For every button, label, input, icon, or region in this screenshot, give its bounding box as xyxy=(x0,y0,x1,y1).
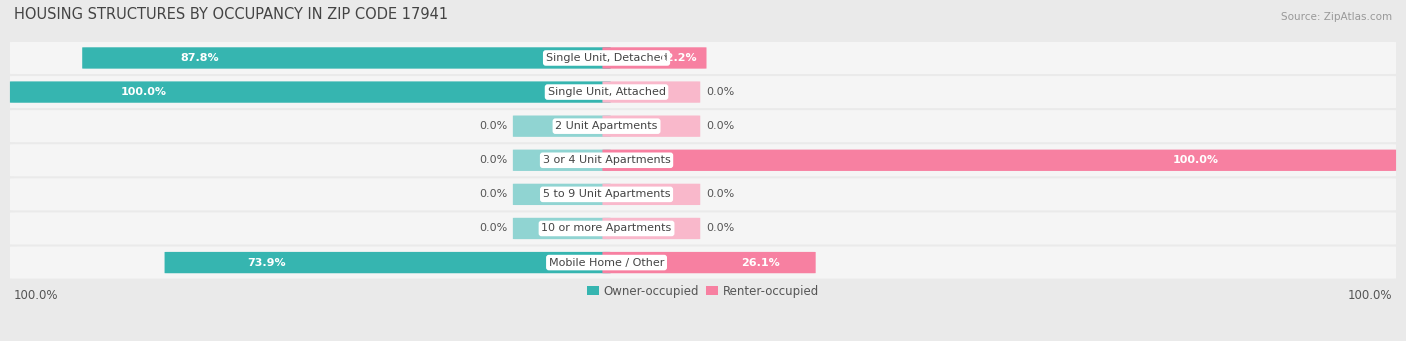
Text: 5 to 9 Unit Apartments: 5 to 9 Unit Apartments xyxy=(543,189,671,199)
Text: 87.8%: 87.8% xyxy=(180,53,218,63)
FancyBboxPatch shape xyxy=(10,76,1396,108)
FancyBboxPatch shape xyxy=(602,150,1396,171)
FancyBboxPatch shape xyxy=(82,47,610,69)
FancyBboxPatch shape xyxy=(10,247,1396,279)
Text: 0.0%: 0.0% xyxy=(479,121,508,131)
FancyBboxPatch shape xyxy=(10,212,1396,244)
Text: 100.0%: 100.0% xyxy=(14,289,59,302)
Text: 0.0%: 0.0% xyxy=(706,189,734,199)
FancyBboxPatch shape xyxy=(10,110,1396,142)
FancyBboxPatch shape xyxy=(602,252,815,273)
Text: 0.0%: 0.0% xyxy=(479,155,508,165)
Text: Source: ZipAtlas.com: Source: ZipAtlas.com xyxy=(1281,12,1392,22)
FancyBboxPatch shape xyxy=(513,184,610,205)
FancyBboxPatch shape xyxy=(602,47,706,69)
Text: 0.0%: 0.0% xyxy=(706,87,734,97)
Text: 100.0%: 100.0% xyxy=(1173,155,1219,165)
Text: 0.0%: 0.0% xyxy=(706,223,734,234)
Text: 73.9%: 73.9% xyxy=(247,257,287,268)
Text: 26.1%: 26.1% xyxy=(741,257,780,268)
Text: 2 Unit Apartments: 2 Unit Apartments xyxy=(555,121,658,131)
Text: 10 or more Apartments: 10 or more Apartments xyxy=(541,223,672,234)
FancyBboxPatch shape xyxy=(10,81,610,103)
Legend: Owner-occupied, Renter-occupied: Owner-occupied, Renter-occupied xyxy=(582,280,824,302)
FancyBboxPatch shape xyxy=(602,81,700,103)
Text: 12.2%: 12.2% xyxy=(659,53,697,63)
FancyBboxPatch shape xyxy=(513,116,610,137)
Text: 0.0%: 0.0% xyxy=(706,121,734,131)
Text: HOUSING STRUCTURES BY OCCUPANCY IN ZIP CODE 17941: HOUSING STRUCTURES BY OCCUPANCY IN ZIP C… xyxy=(14,7,449,22)
FancyBboxPatch shape xyxy=(602,218,700,239)
FancyBboxPatch shape xyxy=(10,42,1396,74)
Text: Mobile Home / Other: Mobile Home / Other xyxy=(548,257,664,268)
FancyBboxPatch shape xyxy=(10,144,1396,176)
Text: 0.0%: 0.0% xyxy=(479,189,508,199)
FancyBboxPatch shape xyxy=(602,184,700,205)
Text: Single Unit, Attached: Single Unit, Attached xyxy=(547,87,665,97)
Text: Single Unit, Detached: Single Unit, Detached xyxy=(546,53,668,63)
FancyBboxPatch shape xyxy=(513,218,610,239)
Text: 3 or 4 Unit Apartments: 3 or 4 Unit Apartments xyxy=(543,155,671,165)
Text: 0.0%: 0.0% xyxy=(479,223,508,234)
FancyBboxPatch shape xyxy=(513,150,610,171)
Text: 100.0%: 100.0% xyxy=(1347,289,1392,302)
FancyBboxPatch shape xyxy=(602,116,700,137)
FancyBboxPatch shape xyxy=(10,178,1396,210)
Text: 100.0%: 100.0% xyxy=(121,87,167,97)
FancyBboxPatch shape xyxy=(165,252,610,273)
